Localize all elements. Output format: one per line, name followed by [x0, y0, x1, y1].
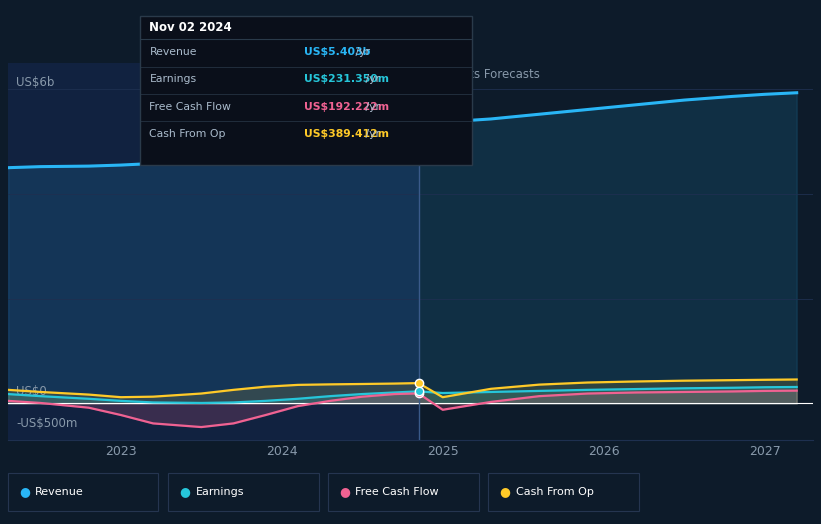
Text: ●: ● — [339, 486, 350, 498]
Text: Cash From Op: Cash From Op — [149, 129, 226, 139]
Text: US$231.350m: US$231.350m — [304, 74, 389, 84]
Text: Revenue: Revenue — [149, 47, 197, 57]
Text: US$389.412m: US$389.412m — [304, 129, 389, 139]
Text: Revenue: Revenue — [35, 487, 84, 497]
Bar — [8, 63, 419, 440]
Text: Past: Past — [382, 68, 410, 81]
Text: US$0: US$0 — [16, 385, 47, 398]
Text: ●: ● — [179, 486, 190, 498]
Text: /yr: /yr — [363, 102, 380, 112]
Text: Free Cash Flow: Free Cash Flow — [355, 487, 439, 497]
Text: US$5.403b: US$5.403b — [304, 47, 370, 57]
Text: Nov 02 2024: Nov 02 2024 — [149, 21, 232, 35]
Text: /yr: /yr — [363, 129, 380, 139]
Text: Analysts Forecasts: Analysts Forecasts — [430, 68, 539, 81]
Text: Earnings: Earnings — [195, 487, 244, 497]
Text: Earnings: Earnings — [149, 74, 196, 84]
Text: ●: ● — [19, 486, 30, 498]
Text: /yr: /yr — [352, 47, 369, 57]
Text: Free Cash Flow: Free Cash Flow — [149, 102, 232, 112]
Text: Cash From Op: Cash From Op — [516, 487, 594, 497]
Text: US$6b: US$6b — [16, 76, 55, 89]
Bar — [419, 63, 813, 440]
Text: -US$500m: -US$500m — [16, 417, 78, 430]
Text: ●: ● — [499, 486, 510, 498]
Text: /yr: /yr — [363, 74, 380, 84]
Text: US$192.222m: US$192.222m — [304, 102, 389, 112]
